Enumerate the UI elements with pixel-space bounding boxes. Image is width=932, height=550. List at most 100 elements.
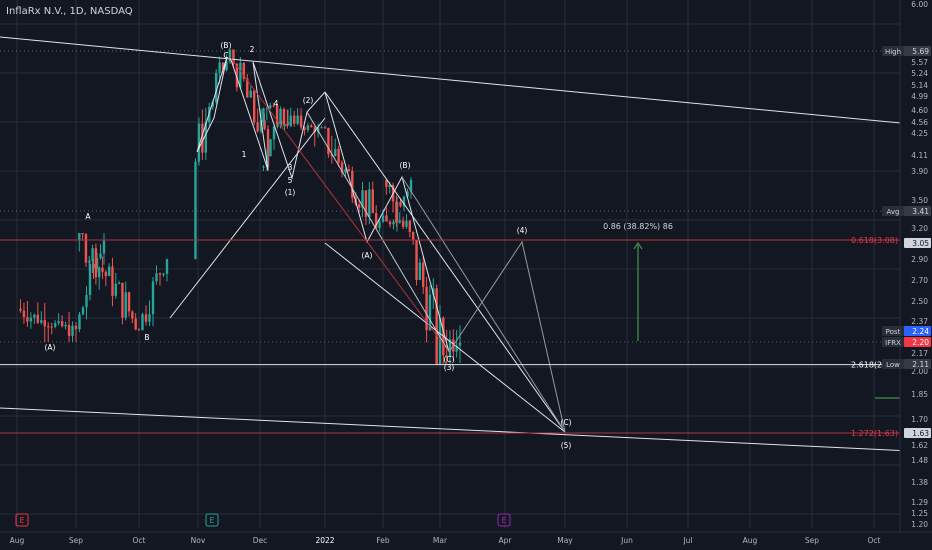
candle-body — [91, 248, 94, 261]
wave-label: (3) — [444, 363, 455, 372]
candle-body — [374, 213, 378, 229]
candle-body — [385, 215, 388, 222]
y-tick-label: 1.20 — [911, 520, 928, 529]
wave-label: 1 — [242, 150, 247, 159]
candle-body — [127, 292, 131, 312]
candle-body — [265, 107, 269, 109]
candle-body — [418, 262, 422, 280]
candle-body — [22, 310, 26, 318]
price-badge-label: Avg — [887, 208, 900, 216]
candle-body — [228, 49, 232, 62]
wave-label: (C) — [560, 418, 571, 427]
candle-body — [88, 260, 91, 263]
candle-body — [262, 166, 265, 168]
candle-body — [19, 308, 22, 311]
y-tick-label: 4.11 — [911, 151, 928, 160]
candle-body — [408, 220, 412, 233]
candle-body — [438, 317, 442, 365]
price-badge-value: 2.20 — [912, 338, 929, 347]
x-tick-label: Jun — [620, 536, 633, 545]
price-badge-value-bg — [904, 337, 931, 347]
candle-body — [320, 127, 323, 129]
candle-body — [330, 154, 334, 157]
candle-body — [194, 161, 197, 260]
channel-line-2 — [306, 111, 450, 353]
candle-body — [64, 324, 67, 327]
wave-triangle-b — [196, 56, 228, 153]
measure-arrow-head — [633, 242, 643, 250]
candle-body — [388, 184, 391, 188]
candle-body — [111, 266, 114, 296]
wave-label: 5 — [288, 176, 293, 185]
price-badge-value-bg — [904, 238, 931, 248]
wave-label: C — [223, 51, 228, 60]
wedge-line-upper — [324, 91, 566, 433]
candle-body — [246, 78, 249, 98]
long-trendline-lower — [0, 407, 932, 453]
candle-body — [432, 288, 435, 295]
candle-body — [99, 253, 102, 259]
candles — [19, 49, 462, 365]
price-badge-value: 3.41 — [912, 207, 929, 216]
candle-body — [425, 286, 428, 331]
candle-body — [104, 271, 108, 277]
candle-body — [201, 123, 204, 153]
candle-body — [81, 307, 85, 315]
candle-body — [347, 169, 351, 172]
price-axis — [900, 0, 932, 532]
wave-label: (A) — [45, 343, 56, 352]
earnings-marker: E — [209, 516, 214, 525]
candle-body — [84, 234, 88, 263]
candle-body — [242, 62, 246, 79]
candle-body — [218, 62, 221, 73]
x-tick-label: Apr — [499, 536, 513, 545]
candle-body — [71, 325, 74, 336]
y-tick-label: 5.57 — [911, 58, 928, 67]
candle-body — [435, 288, 438, 365]
candle-body — [327, 127, 330, 155]
wave-label: A — [85, 212, 91, 221]
candle-body — [50, 326, 53, 328]
candle-body — [214, 72, 218, 103]
candle-body — [137, 329, 141, 331]
wave-label: (5) — [561, 441, 572, 450]
candle-body — [303, 127, 306, 131]
price-badge-value-bg — [904, 359, 931, 369]
candle-body — [279, 108, 282, 125]
candle-body — [368, 189, 371, 217]
price-badge-label-bg — [882, 206, 904, 216]
candle-body — [448, 339, 452, 357]
candle-body — [85, 294, 88, 308]
candle-body — [33, 314, 36, 318]
candle-body — [455, 345, 458, 352]
y-tick-label: 1.29 — [911, 498, 928, 507]
candle-body — [235, 63, 239, 88]
time-axis-bg — [0, 532, 900, 550]
candle-body — [334, 148, 337, 157]
earnings-marker-box — [205, 513, 219, 527]
candle-body — [232, 49, 235, 64]
wedge-line-lower — [324, 242, 566, 433]
candle-body — [252, 90, 256, 123]
candle-body — [445, 355, 448, 357]
candle-body — [204, 122, 208, 153]
candle-body — [144, 314, 148, 322]
candle-body — [351, 171, 354, 198]
candle-body — [415, 240, 418, 280]
candle-body — [344, 169, 347, 173]
candle-body — [398, 220, 401, 223]
measure-label: 0.86 (38.82%) 86 — [603, 222, 673, 231]
candle-body — [78, 233, 81, 241]
price-badge-label: IFRX — [885, 339, 901, 347]
y-tick-label: 1.70 — [911, 415, 928, 424]
candle-body — [117, 282, 121, 284]
y-tick-label: 3.50 — [911, 196, 928, 205]
x-tick-label: Mar — [433, 536, 448, 545]
candle-body — [43, 320, 46, 327]
y-tick-label: 3.20 — [911, 224, 928, 233]
candle-body — [378, 221, 381, 229]
candle-body — [364, 190, 368, 217]
candle-body — [306, 125, 310, 131]
